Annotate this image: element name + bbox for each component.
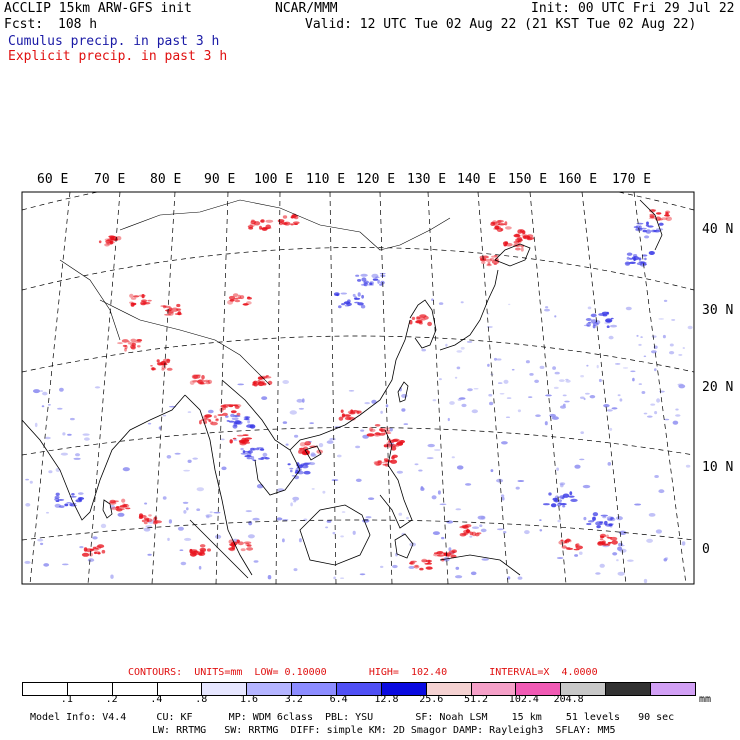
colorbar-swatch bbox=[23, 683, 68, 695]
colorbar-swatch bbox=[606, 683, 652, 695]
lat-lon-grid bbox=[22, 192, 694, 584]
lon-label: 130 E bbox=[407, 172, 447, 187]
forecast-hours: 108 h bbox=[58, 17, 98, 32]
lat-label: 30 N bbox=[702, 303, 734, 318]
lon-label: 110 E bbox=[306, 172, 346, 187]
colorbar-swatch bbox=[67, 683, 113, 695]
lon-label: 140 E bbox=[457, 172, 497, 187]
lon-label: 60 E bbox=[37, 172, 69, 187]
lon-label: 160 E bbox=[558, 172, 598, 187]
colorbar-swatch bbox=[202, 683, 248, 695]
coastlines bbox=[22, 199, 663, 579]
map-frame bbox=[21, 191, 695, 585]
colorbar-swatch bbox=[337, 683, 382, 695]
colorbar-tick: .4 bbox=[150, 694, 163, 705]
colorbar-tick: 25.6 bbox=[419, 694, 444, 705]
colorbar bbox=[22, 682, 696, 696]
colorbar-unit: mm bbox=[699, 694, 712, 705]
colorbar-swatch bbox=[471, 683, 517, 695]
colorbar-tick: .8 bbox=[195, 694, 208, 705]
lat-label: 0 bbox=[702, 542, 710, 557]
contours-info: CONTOURS: UNITS=mm LOW= 0.10000 HIGH= 10… bbox=[128, 667, 598, 678]
colorbar-tick: 12.8 bbox=[374, 694, 399, 705]
colorbar-tick: .1 bbox=[60, 694, 73, 705]
lon-label: 90 E bbox=[204, 172, 236, 187]
explicit-precip-layer bbox=[81, 209, 672, 571]
colorbar-tick: 6.4 bbox=[329, 694, 348, 705]
lon-label: 70 E bbox=[94, 172, 126, 187]
colorbar-tick: 1.6 bbox=[240, 694, 259, 705]
colorbar-tick: 204.8 bbox=[553, 694, 584, 705]
colorbar-tick: 102.4 bbox=[508, 694, 539, 705]
valid-time: Valid: 12 UTC Tue 02 Aug 22 (21 KST Tue … bbox=[305, 17, 697, 32]
colorbar-tick: 3.2 bbox=[284, 694, 303, 705]
colorbar-swatch bbox=[292, 683, 338, 695]
model-info-line2: LW: RRTMG SW: RRTMG DIFF: simple KM: 2D … bbox=[152, 725, 616, 736]
model-info-line1: Model Info: V4.4 CU: KF MP: WDM 6class P… bbox=[30, 712, 675, 723]
colorbar-swatch bbox=[112, 683, 158, 695]
colorbar-swatch bbox=[561, 683, 607, 695]
colorbar-swatch bbox=[157, 683, 203, 695]
lon-label: 80 E bbox=[150, 172, 182, 187]
colorbar-swatch bbox=[426, 683, 472, 695]
lat-label: 10 N bbox=[702, 460, 734, 475]
colorbar-swatch bbox=[516, 683, 562, 695]
cumulus-precip-layer bbox=[24, 221, 693, 584]
lon-label: 150 E bbox=[508, 172, 548, 187]
lat-label: 20 N bbox=[702, 380, 734, 395]
model-title: ACCLIP 15km ARW-GFS init bbox=[4, 1, 192, 16]
init-time: Init: 00 UTC Fri 29 Jul 22 bbox=[531, 1, 735, 16]
country-borders bbox=[59, 199, 451, 386]
lon-label: 120 E bbox=[356, 172, 396, 187]
colorbar-swatch bbox=[381, 683, 427, 695]
lat-label: 40 N bbox=[702, 222, 734, 237]
colorbar-tick: .2 bbox=[105, 694, 118, 705]
org-label: NCAR/MMM bbox=[275, 1, 338, 16]
lon-label: 170 E bbox=[612, 172, 652, 187]
forecast-label: Fcst: bbox=[4, 17, 44, 32]
explicit-legend: Explicit precip. in past 3 h bbox=[8, 49, 228, 64]
colorbar-swatch bbox=[247, 683, 293, 695]
lon-label: 100 E bbox=[254, 172, 294, 187]
cumulus-legend: Cumulus precip. in past 3 h bbox=[8, 34, 220, 49]
colorbar-swatch bbox=[651, 683, 695, 695]
colorbar-tick: 51.2 bbox=[464, 694, 489, 705]
